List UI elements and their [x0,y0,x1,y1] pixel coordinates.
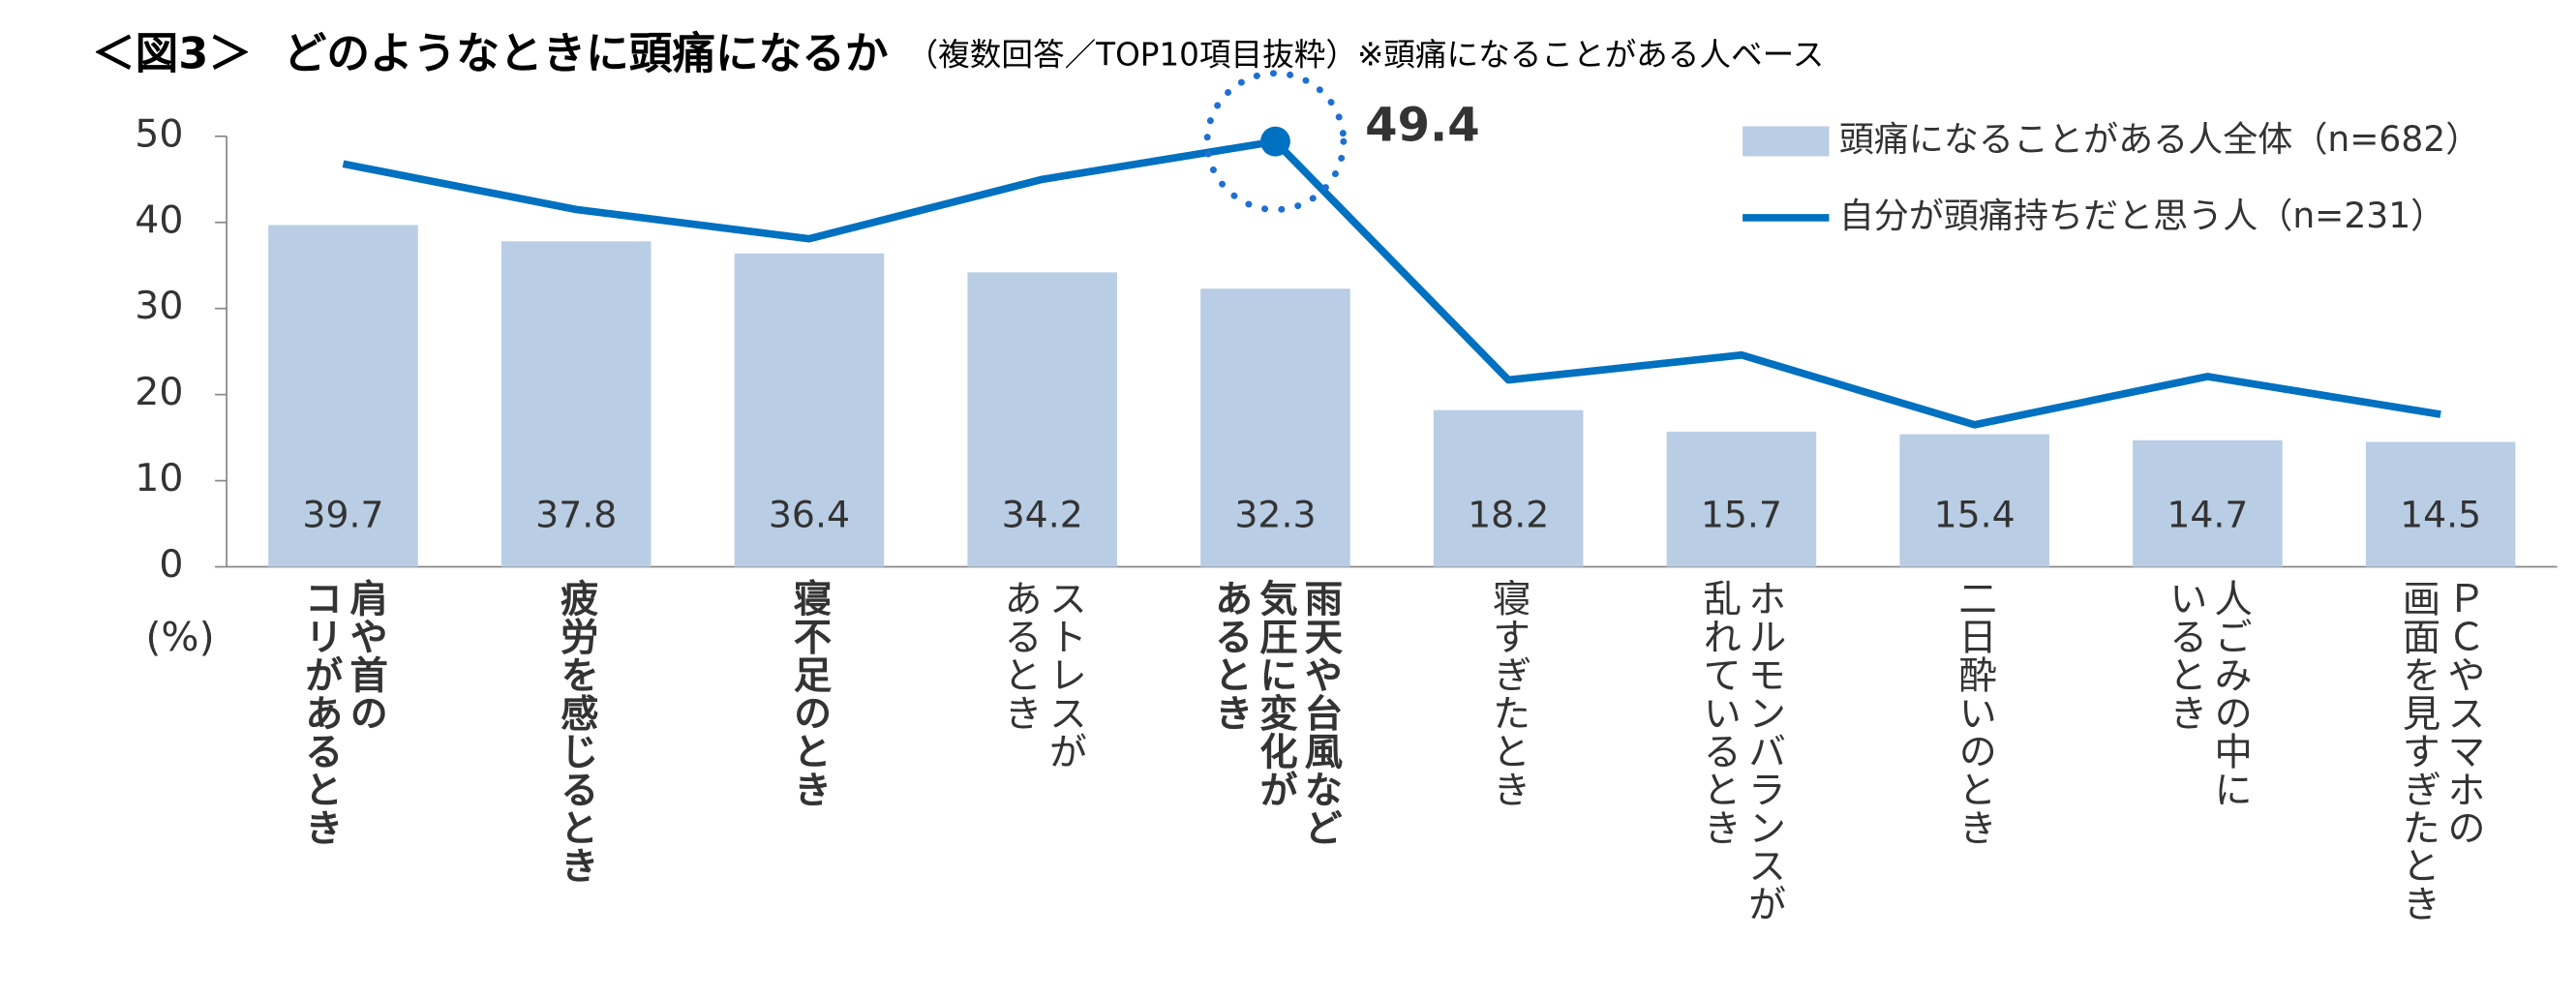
x-tick-label: あるとき [1208,579,1253,732]
bar-value-label: 14.7 [2167,494,2248,536]
x-tick-label: 二日酔いのとき [1953,579,1997,846]
y-tick-label: 40 [135,197,183,242]
bar [734,253,885,567]
bar [967,272,1117,567]
bar [1666,431,1817,567]
x-tick-label: 疲労を感じるとき [554,578,598,884]
bar [2365,441,2516,567]
x-tick-label: 肩や首の [344,577,388,731]
y-unit: (%) [145,614,214,660]
x-tick-label: ＰＣやスマホの [2440,579,2485,846]
y-tick-label: 20 [135,370,183,414]
bar-value-label: 15.4 [1934,494,2015,536]
x-tick-label: 乱れているとき [1697,579,1742,846]
y-tick-label: 0 [159,542,183,587]
chart-note: （複数回答／TOP10項目抜粋）※頭痛になることがある人ベース [907,36,1825,73]
chart-subtitle: どのようなときに頭痛になるか [284,28,889,78]
x-tick-label: コリがあるとき [298,579,343,846]
bar-value-label: 14.5 [2400,494,2481,536]
bar [268,225,418,567]
legend-label: 自分が頭痛持ちだと思う人（n=231） [1839,196,2446,236]
x-tick-label: ホルモンバランスが [1742,579,1786,923]
x-tick-label: 寝すぎたとき [1486,578,1530,807]
highlight-point [1259,126,1290,157]
bar-value-label: 18.2 [1468,494,1549,536]
highlight-label: 49.4 [1365,98,1480,152]
bar-value-label: 36.4 [769,494,850,536]
bar [2133,439,2283,567]
bar [1200,288,1350,567]
legend-swatch [1743,126,1830,157]
chart-title: ＜図3＞ [92,28,252,78]
line [342,137,2441,429]
y-tick-label: 30 [135,284,183,328]
bar [1899,434,2049,567]
chart-heading: ＜図3＞ どのようなときに頭痛になるか （複数回答／TOP10項目抜粋）※頭痛に… [92,28,1824,78]
legend-label: 頭痛になることがある人全体（n=682） [1839,119,2481,160]
y-tick-label: 10 [135,456,183,500]
bar-value-label: 15.7 [1701,494,1782,536]
bar-value-label: 37.8 [535,494,617,536]
x-tick-label: 気圧に変化が [1253,578,1297,807]
x-tick-label: 寝不足のとき [787,577,832,807]
bar-value-label: 32.3 [1234,494,1316,536]
x-tick-label: 人ごみの中に [2208,579,2253,808]
y-tick-label: 50 [135,111,183,156]
bar-value-label: 34.2 [1002,494,1083,536]
x-tick-label: ストレスが [1043,579,1087,770]
x-tick-label: あるとき [998,579,1043,732]
bar-value-label: 39.7 [302,494,383,536]
x-tick-label: いるとき [2163,579,2207,732]
highlight-circle [1203,70,1348,213]
bar [500,241,652,567]
x-tick-label: 雨天や台風など [1298,579,1343,846]
bar [1433,409,1584,567]
x-tick-label: 画面を見すぎたとき [2396,579,2440,923]
